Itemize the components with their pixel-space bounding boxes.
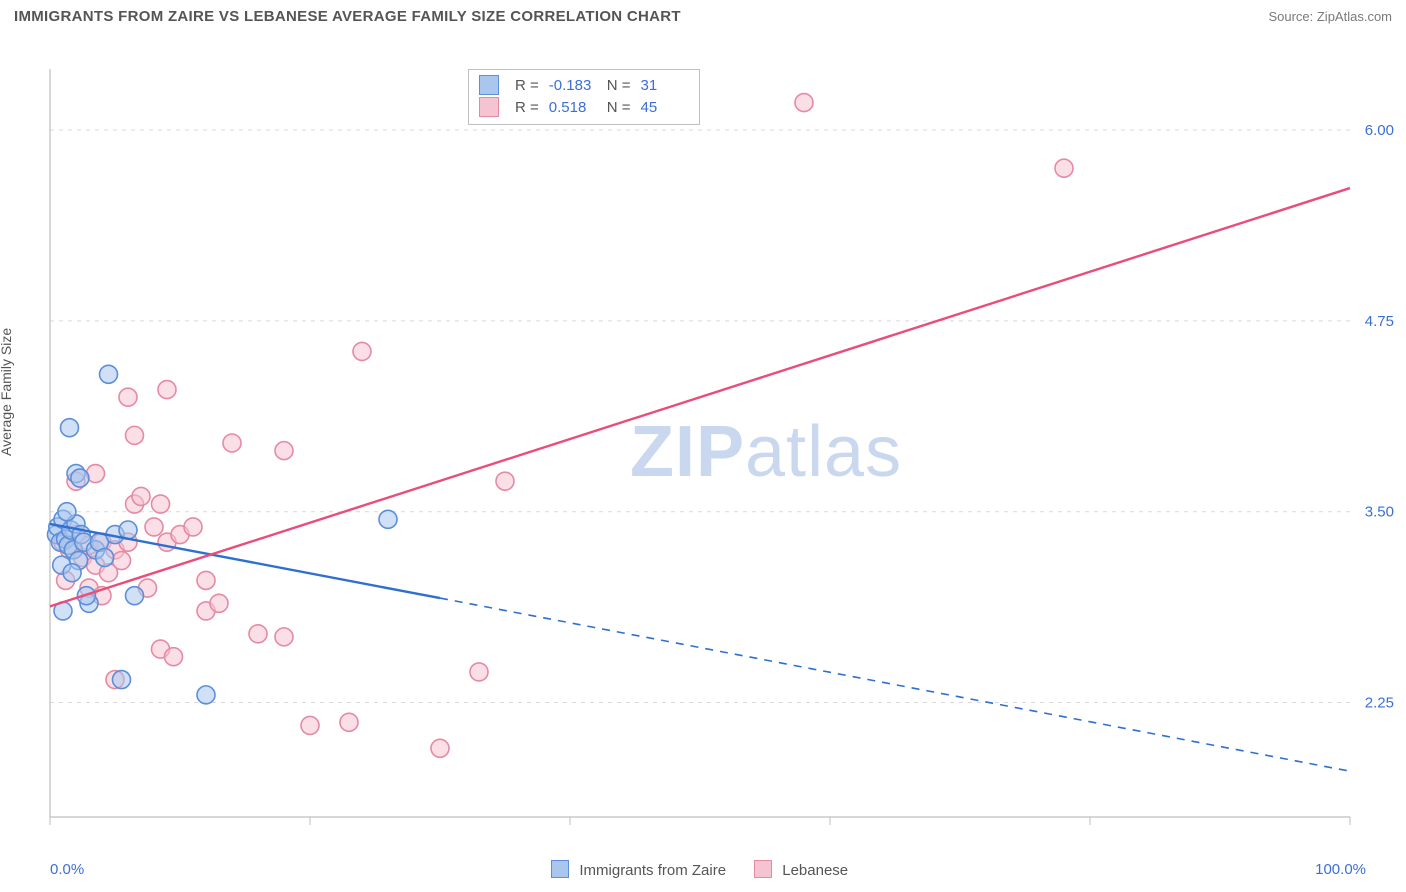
legend-label-lebanese: Lebanese xyxy=(782,862,848,879)
stats-row: R = -0.183 N = 31 xyxy=(479,74,689,96)
stats-r-value: 0.518 xyxy=(549,99,597,116)
swatch-pink xyxy=(754,860,772,878)
stats-r-value: -0.183 xyxy=(549,77,597,94)
stats-legend-box: R = -0.183 N = 31 R = 0.518 N = 45 xyxy=(468,69,700,125)
svg-text:3.50: 3.50 xyxy=(1365,504,1394,521)
y-axis-label: Average Family Size xyxy=(0,328,14,456)
swatch-blue xyxy=(551,860,569,878)
header: IMMIGRANTS FROM ZAIRE VS LEBANESE AVERAG… xyxy=(0,0,1406,31)
legend-label-zaire: Immigrants from Zaire xyxy=(579,862,726,879)
series-legend: Immigrants from Zaire Lebanese xyxy=(551,860,848,879)
stats-r-label: R = xyxy=(515,99,539,116)
svg-text:4.75: 4.75 xyxy=(1365,313,1394,330)
bottom-legend: 0.0% Immigrants from Zaire Lebanese 100.… xyxy=(0,860,1406,879)
legend-item-zaire: Immigrants from Zaire xyxy=(551,860,726,879)
stats-r-label: R = xyxy=(515,77,539,94)
x-axis-min-label: 0.0% xyxy=(50,861,84,878)
x-axis-max-label: 100.0% xyxy=(1315,861,1366,878)
stats-n-label: N = xyxy=(607,77,631,94)
legend-item-lebanese: Lebanese xyxy=(754,860,848,879)
scatter-plot: 2.25 3.50 4.75 6.00 xyxy=(0,31,1406,847)
svg-text:6.00: 6.00 xyxy=(1365,122,1394,139)
chart-title: IMMIGRANTS FROM ZAIRE VS LEBANESE AVERAG… xyxy=(14,8,681,25)
stats-swatch xyxy=(479,97,499,117)
svg-text:2.25: 2.25 xyxy=(1365,695,1394,712)
stats-n-label: N = xyxy=(607,99,631,116)
chart-area: Average Family Size ZIPatlas 2.253.504.7… xyxy=(0,31,1406,881)
stats-row: R = 0.518 N = 45 xyxy=(479,96,689,118)
stats-n-value: 45 xyxy=(641,99,689,116)
stats-n-value: 31 xyxy=(641,77,689,94)
source-label: Source: ZipAtlas.com xyxy=(1268,9,1392,24)
stats-swatch xyxy=(479,75,499,95)
